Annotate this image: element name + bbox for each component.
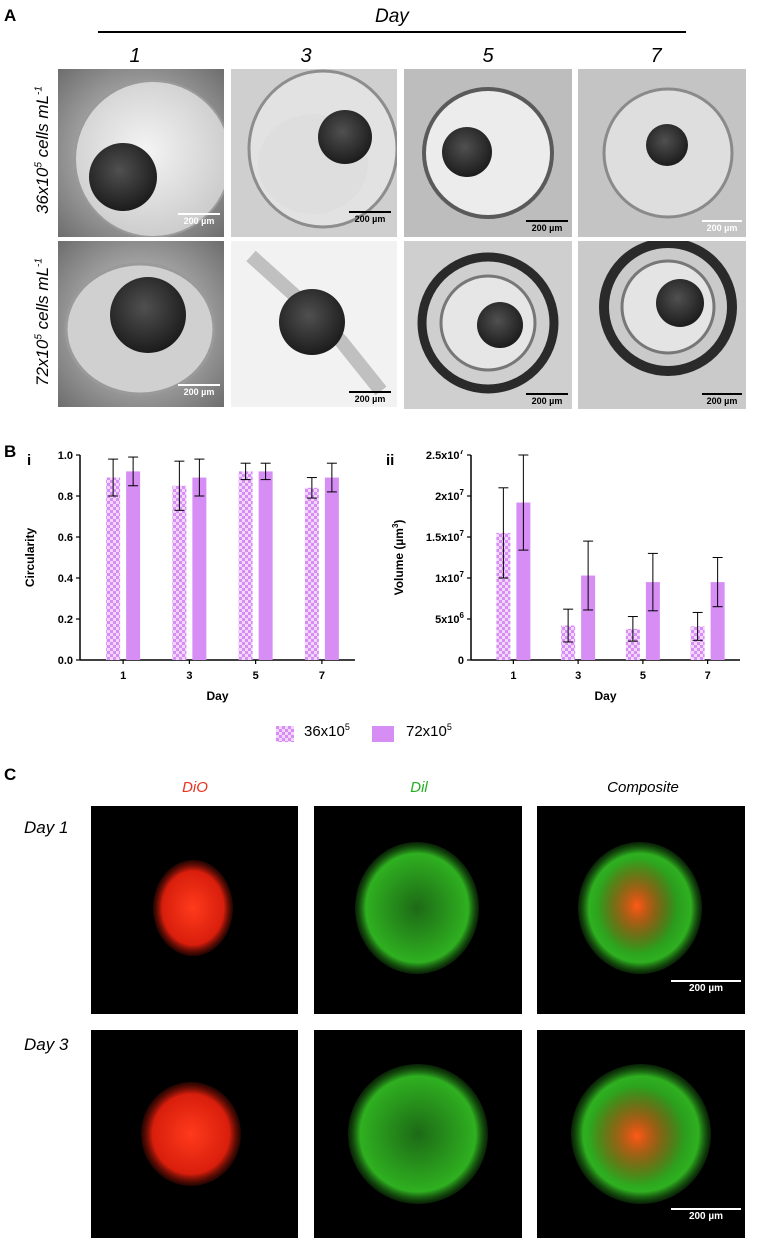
fluor-dil-day1 <box>314 806 522 1014</box>
bar-72-day5 <box>258 471 273 660</box>
micrograph-72-day3: 200 µm <box>231 241 397 407</box>
bar-36-day3 <box>561 625 576 660</box>
day-header: Day <box>375 6 409 27</box>
x-axis-title: Day <box>594 689 616 703</box>
day-label-3: 3 <box>300 45 312 67</box>
row-label-day3: Day 3 <box>24 1035 69 1054</box>
x-tick-label: 3 <box>186 670 192 682</box>
chart-legend: 36x105 72x105 <box>276 722 496 746</box>
y-tick-label: 1.5x107 <box>426 529 465 544</box>
bar-36-day7 <box>690 626 705 660</box>
panel-b-sub-ii: ii <box>386 452 395 469</box>
fluor-dio-day3 <box>91 1030 298 1238</box>
x-tick-label: 1 <box>120 670 126 682</box>
bar-72-day7 <box>324 477 339 660</box>
bar-72-day7 <box>710 582 725 660</box>
x-tick-label: 3 <box>575 670 581 682</box>
col-label-dil: Dil <box>410 779 428 796</box>
bar-36-day1 <box>496 532 511 660</box>
row-label-36: 36x105 cells mL-1 <box>33 86 52 214</box>
fluor-composite-day3: 200 µm <box>537 1030 745 1238</box>
volume-chart: 0 5x106 1x107 1.5x107 2x107 2.5x107 1 3 5 7 Day Vol… <box>391 450 740 703</box>
fluor-dil-day3 <box>314 1030 522 1238</box>
col-label-dio: DiO <box>182 779 208 796</box>
fluor-dio-day1 <box>91 806 298 1014</box>
y-tick-label: 5x106 <box>435 611 464 626</box>
col-label-composite: Composite <box>607 779 679 796</box>
panel-b-letter: B <box>4 442 17 461</box>
y-tick-label: 0 <box>458 655 464 667</box>
bar-72-day5 <box>645 582 660 660</box>
row-label-day1: Day 1 <box>24 818 69 837</box>
x-tick-label: 5 <box>253 670 259 682</box>
x-tick-label: 7 <box>319 670 325 682</box>
y-tick-label: 0.6 <box>58 532 73 544</box>
day-label-7: 7 <box>650 45 662 67</box>
micrograph-72-day1: 200 µm <box>58 241 224 407</box>
x-tick-label: 5 <box>640 670 646 682</box>
x-tick-label: 1 <box>510 670 516 682</box>
bar-36-day5 <box>238 471 253 660</box>
bar-72-day1 <box>126 471 141 660</box>
fluor-composite-day1: 200 µm <box>537 806 745 1014</box>
scale-bar: 200 µm <box>702 393 742 406</box>
micrograph-36-day5: 200 µm <box>404 69 572 237</box>
y-axis-title: Circularity <box>23 527 37 587</box>
scale-bar: 200 µm <box>349 211 391 224</box>
panel-c-letter: C <box>4 765 17 784</box>
scale-bar: 200 µm <box>349 391 391 404</box>
micrograph-36-day7: 200 µm <box>578 69 746 237</box>
legend-swatch-36 <box>276 726 294 742</box>
bar-72-day1 <box>516 502 531 660</box>
y-tick-label: 1.0 <box>58 450 73 462</box>
day-label-1: 1 <box>129 45 141 67</box>
row-label-72: 72x105 cells mL-1 <box>33 258 52 386</box>
scale-bar: 200 µm <box>671 1208 741 1222</box>
panel-b-sub-i: i <box>27 452 32 469</box>
micrograph-72-day7: 200 µm <box>578 241 746 409</box>
bar-36-day1 <box>106 477 121 660</box>
y-tick-label: 2.5x107 <box>426 450 465 462</box>
y-tick-label: 1x107 <box>435 570 464 585</box>
micrograph-72-day5: 200 µm <box>404 241 572 409</box>
scale-bar: 200 µm <box>526 393 568 406</box>
bar-36-day5 <box>625 628 640 660</box>
scale-bar: 200 µm <box>178 213 220 226</box>
micrograph-36-day3: 200 µm <box>231 69 397 237</box>
circularity-chart: 0.0 0.2 0.4 0.6 0.8 1.0 1 3 5 7 Day Circularity <box>23 450 355 703</box>
y-tick-label: 0.8 <box>58 491 73 503</box>
y-axis-title: Volume (µm3) <box>391 520 406 596</box>
day-label-5: 5 <box>482 45 494 67</box>
panel-a-letter: A <box>4 6 17 25</box>
legend-label-72: 72x105 <box>406 722 452 740</box>
scale-bar: 200 µm <box>702 220 742 233</box>
legend-swatch-72 <box>372 726 394 742</box>
y-tick-label: 0.0 <box>58 655 73 667</box>
bar-72-day3 <box>192 477 207 660</box>
legend-label-36: 36x105 <box>304 722 350 740</box>
y-tick-label: 0.4 <box>58 573 74 585</box>
x-axis-title: Day <box>206 689 228 703</box>
day-header-rule <box>98 31 686 33</box>
y-tick-label: 0.2 <box>58 614 73 626</box>
scale-bar: 200 µm <box>526 220 568 233</box>
x-tick-label: 7 <box>705 670 711 682</box>
y-tick-label: 2x107 <box>435 488 464 503</box>
bar-36-day3 <box>172 485 187 660</box>
bar-72-day3 <box>581 575 596 660</box>
micrograph-36-day1: 200 µm <box>58 69 224 237</box>
scale-bar: 200 µm <box>178 384 220 397</box>
scale-bar: 200 µm <box>671 980 741 994</box>
bar-36-day7 <box>304 487 319 660</box>
